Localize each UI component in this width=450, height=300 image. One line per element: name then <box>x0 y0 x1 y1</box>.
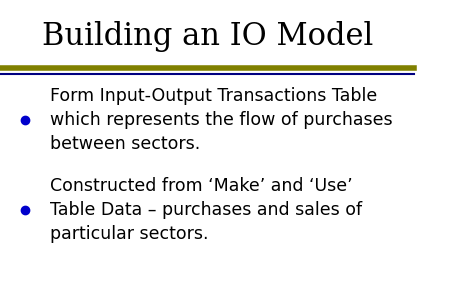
Text: Constructed from ‘Make’ and ‘Use’
Table Data – purchases and sales of
particular: Constructed from ‘Make’ and ‘Use’ Table … <box>50 177 362 243</box>
Text: Form Input-Output Transactions Table
which represents the flow of purchases
betw: Form Input-Output Transactions Table whi… <box>50 87 392 153</box>
Text: Building an IO Model: Building an IO Model <box>41 20 373 52</box>
